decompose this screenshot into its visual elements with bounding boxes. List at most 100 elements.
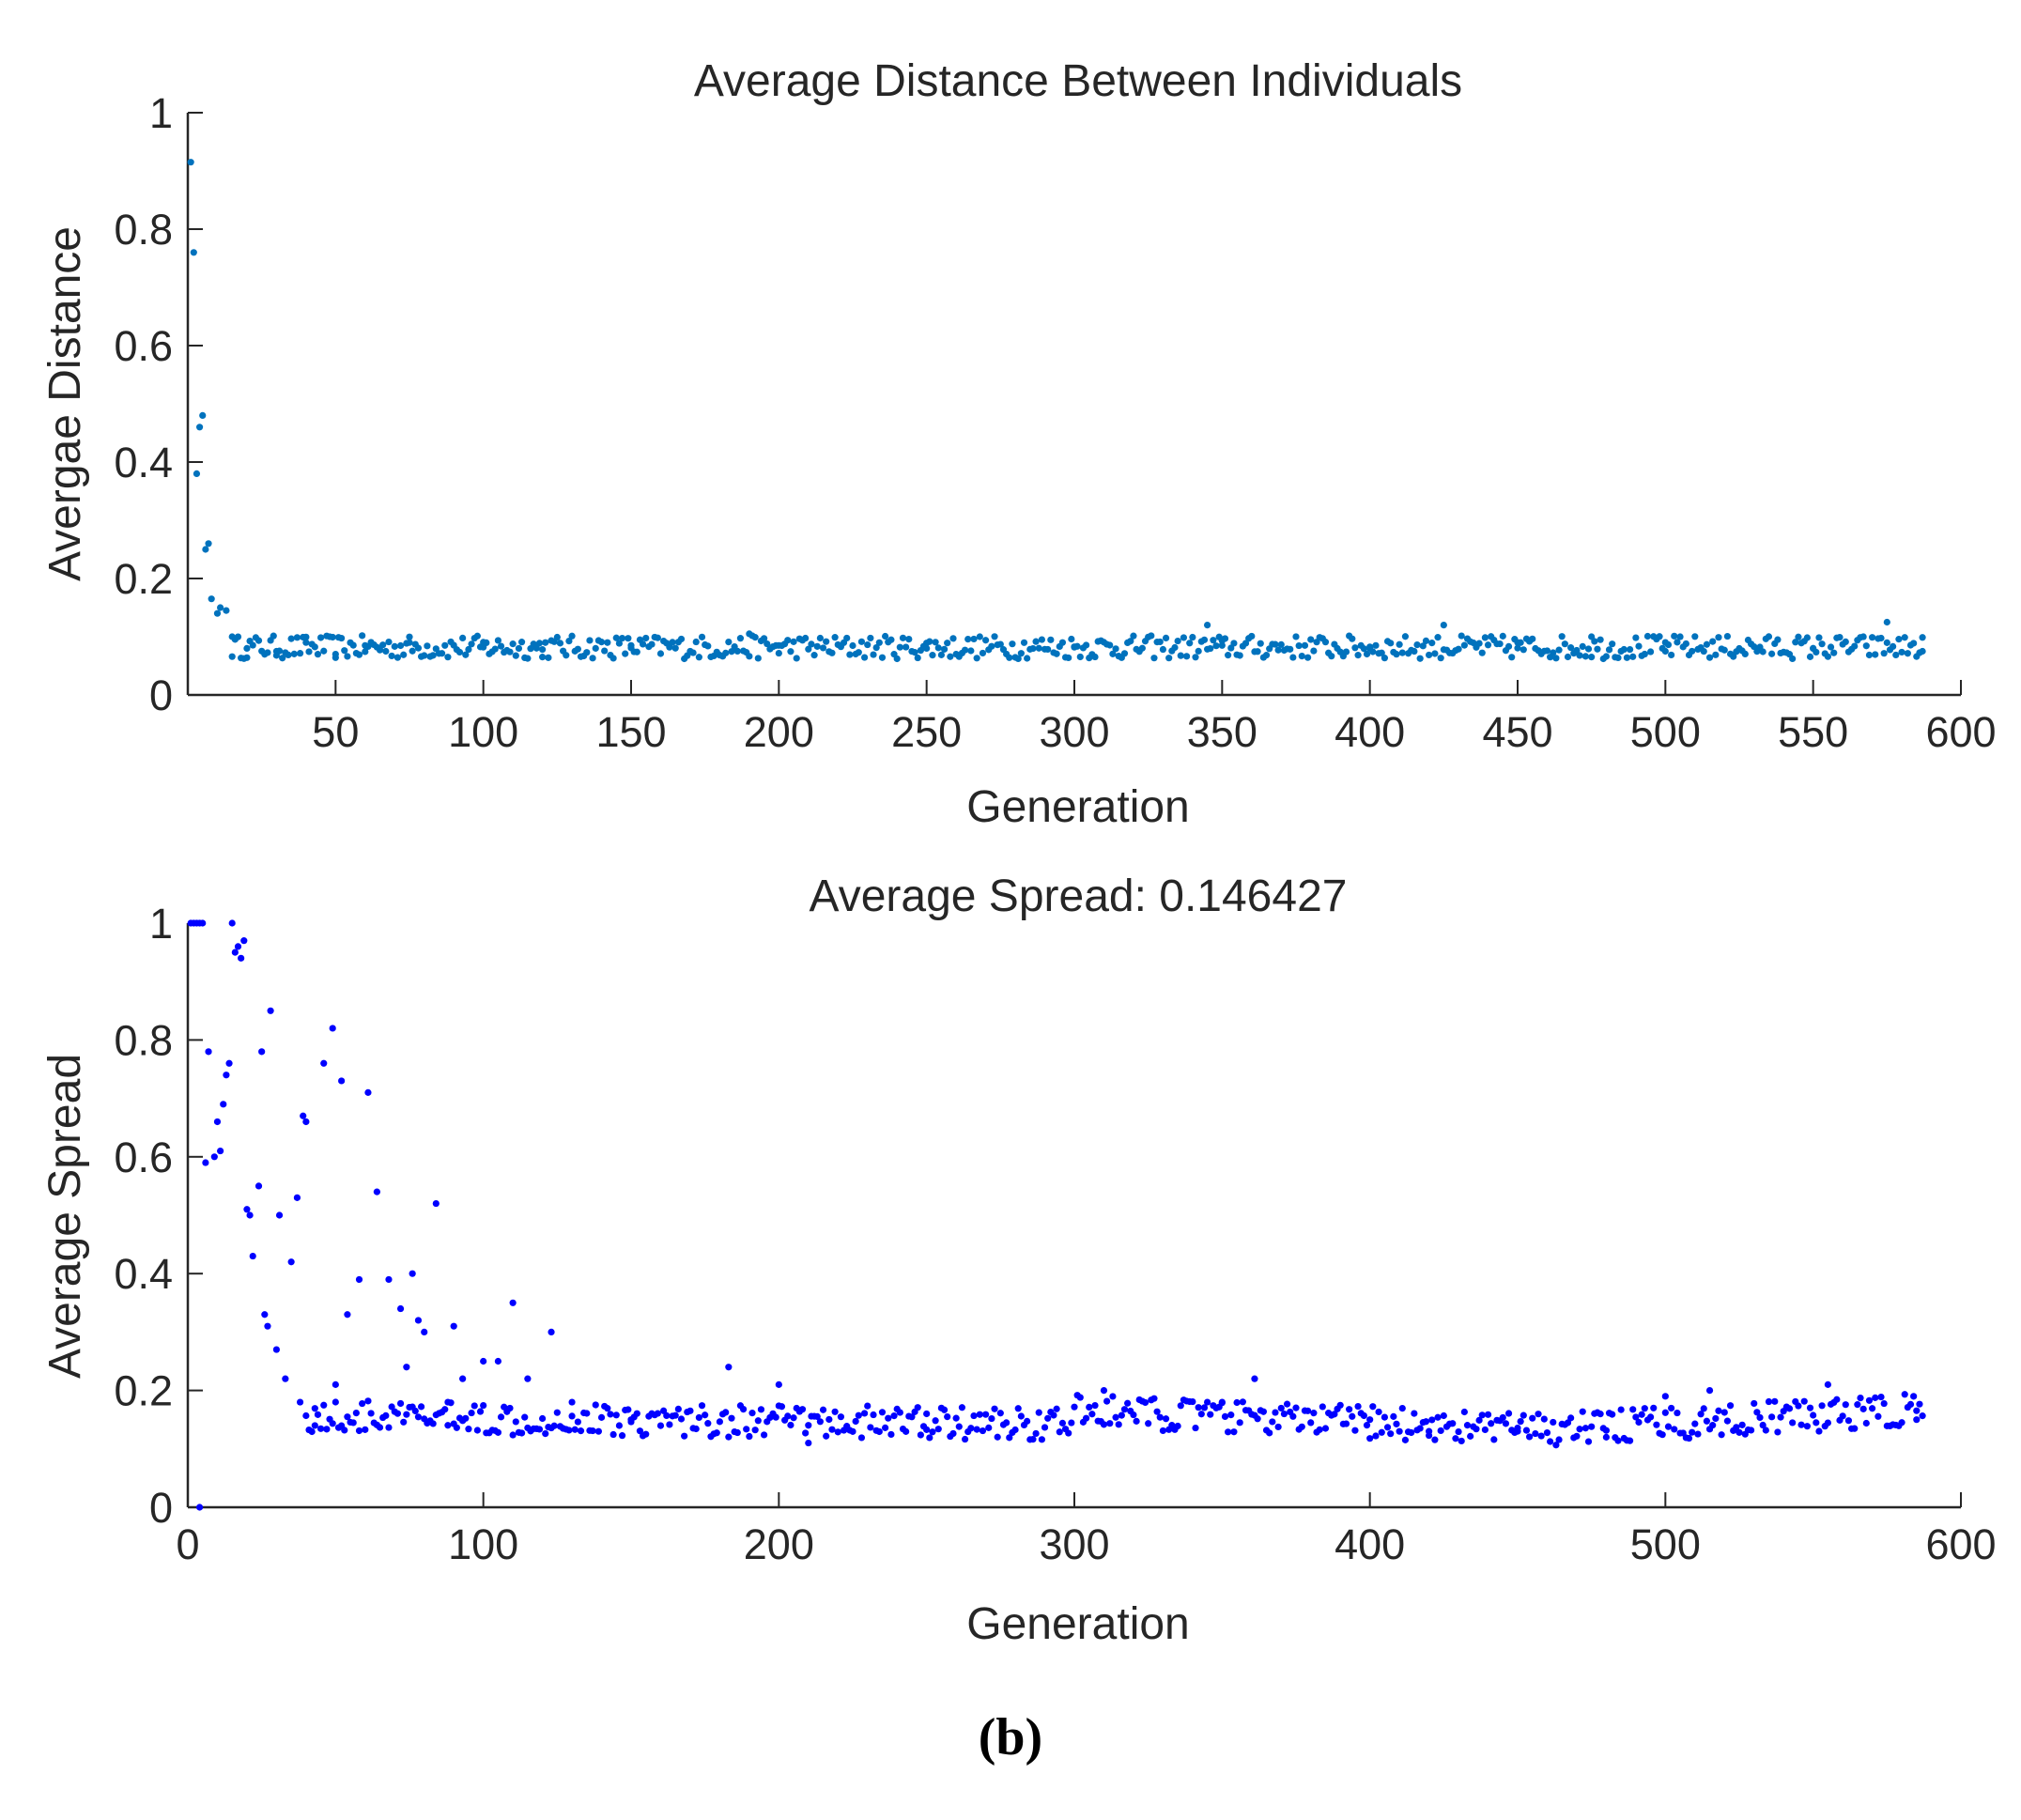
distance-data-point	[1298, 653, 1305, 660]
spread-data-point	[225, 1059, 233, 1067]
spread-data-point	[1874, 1412, 1882, 1420]
spread-data-point	[568, 1412, 576, 1420]
spread-data-point	[1668, 1404, 1675, 1412]
spread-data-point	[1697, 1411, 1705, 1418]
distance-data-point	[1576, 652, 1583, 659]
spread-data-point	[1906, 1400, 1915, 1409]
distance-data-point	[1254, 648, 1261, 656]
distance-data-point	[355, 651, 363, 658]
distance-data-point	[1623, 654, 1631, 661]
spread-data-point	[775, 1380, 782, 1388]
distance-data-point	[338, 634, 346, 642]
spread-xtick-label: 300	[1039, 1520, 1109, 1568]
spread-data-point	[1003, 1419, 1010, 1427]
spread-data-point	[1715, 1407, 1722, 1414]
distance-data-point	[1499, 632, 1506, 640]
spread-data-point	[1768, 1413, 1776, 1421]
distance-data-point	[929, 652, 936, 659]
spread-data-point	[421, 1328, 428, 1335]
spread-data-point	[1880, 1399, 1888, 1408]
spread-data-point	[509, 1299, 517, 1306]
spread-data-point	[1336, 1401, 1344, 1409]
distance-data-point	[391, 642, 398, 650]
distance-data-point	[828, 649, 836, 656]
distance-data-point	[1434, 634, 1442, 641]
spread-data-point	[1304, 1407, 1312, 1414]
distance-data-point	[1827, 643, 1835, 651]
spread-data-point	[1218, 1398, 1226, 1406]
spread-data-point	[403, 1364, 410, 1371]
distance-data-point	[1212, 642, 1220, 650]
spread-data-point	[1705, 1387, 1714, 1395]
spread-data-point	[1269, 1418, 1276, 1426]
distance-data-point	[1795, 633, 1802, 640]
spread-data-point	[903, 1427, 910, 1435]
distance-xtick-label: 100	[448, 708, 518, 756]
spread-data-point	[594, 1427, 602, 1435]
distance-data-point	[1301, 641, 1309, 649]
spread-data-point	[323, 1426, 331, 1433]
distance-data-point	[601, 647, 609, 655]
distance-data-point	[813, 642, 821, 650]
spread-data-point	[1065, 1429, 1072, 1437]
spread-chart-title: Average Spread: 0.146427	[810, 871, 1348, 921]
distance-data-point	[639, 640, 647, 648]
distance-data-point	[1210, 637, 1217, 644]
spread-data-point	[867, 1424, 874, 1431]
distance-data-point	[872, 643, 880, 652]
spread-data-point	[1319, 1403, 1326, 1411]
spread-data-point	[852, 1417, 859, 1426]
spread-data-point	[589, 1427, 596, 1435]
distance-data-point	[421, 652, 428, 659]
spread-data-point	[1398, 1404, 1406, 1412]
spread-data-point	[1401, 1436, 1410, 1443]
spread-data-point	[1056, 1428, 1063, 1436]
distance-data-point	[272, 647, 280, 656]
spread-data-point	[1467, 1432, 1474, 1440]
distance-data-point	[1455, 645, 1462, 653]
spread-data-point	[261, 1311, 269, 1319]
spread-data-point	[1478, 1411, 1486, 1419]
spread-data-point	[1517, 1418, 1524, 1426]
spread-data-point	[958, 1404, 966, 1411]
spread-data-point	[393, 1410, 402, 1417]
spread-data-point	[1916, 1400, 1923, 1408]
distance-data-point	[1366, 644, 1374, 653]
distance-data-point	[923, 644, 931, 653]
distance-data-point	[1895, 636, 1903, 643]
spread-data-point	[1484, 1411, 1492, 1418]
distance-data-point	[1715, 634, 1722, 641]
spread-data-point	[642, 1430, 650, 1438]
spread-data-point	[539, 1414, 547, 1423]
distance-data-point	[1561, 640, 1568, 648]
distance-data-point	[1759, 648, 1766, 656]
spread-data-point	[414, 1317, 423, 1324]
distance-data-point	[459, 634, 467, 641]
distance-data-point	[1150, 655, 1158, 662]
spread-data-point	[217, 1147, 224, 1155]
distance-data-point	[1789, 655, 1797, 663]
distance-data-point	[1691, 633, 1699, 640]
distance-data-point	[583, 649, 591, 656]
distance-data-point	[506, 648, 514, 656]
distance-data-point	[1295, 641, 1303, 650]
spread-data-point	[1632, 1413, 1640, 1421]
spread-data-point	[864, 1402, 872, 1410]
spread-data-point	[1086, 1403, 1093, 1411]
distance-data-point	[878, 654, 887, 661]
distance-data-point	[1723, 632, 1732, 640]
spread-data-point	[497, 1413, 505, 1421]
spread-data-point	[592, 1401, 599, 1409]
spread-data-point	[1351, 1427, 1359, 1434]
distance-data-point	[406, 633, 413, 640]
spread-data-point	[1292, 1404, 1300, 1411]
distance-data-point	[1381, 655, 1388, 662]
spread-data-point	[1584, 1438, 1593, 1445]
distance-data-point	[911, 649, 918, 656]
spread-data-point	[1266, 1429, 1273, 1437]
distance-data-point	[857, 638, 866, 645]
spread-chart-ylabel: Average Spread	[40, 1054, 90, 1379]
spread-data-point	[275, 1211, 284, 1219]
spread-data-point	[834, 1428, 841, 1436]
distance-data-point	[1174, 637, 1181, 645]
